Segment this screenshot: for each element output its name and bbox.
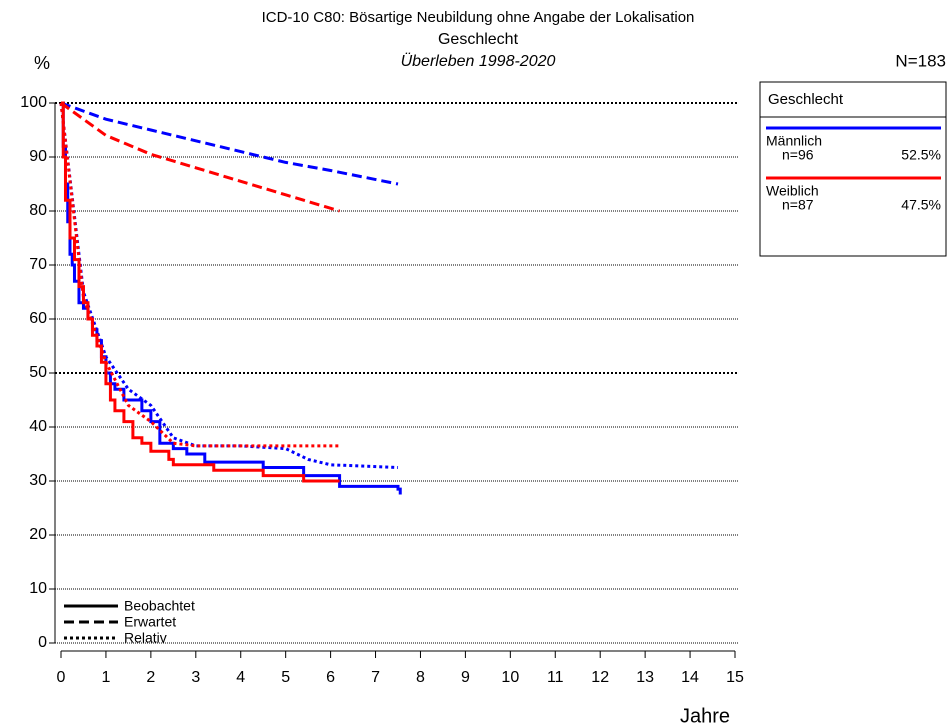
- x-tick-label: 12: [591, 669, 609, 686]
- x-tick-label: 10: [501, 669, 519, 686]
- style-label: Erwartet: [124, 614, 176, 630]
- y-tick-label: 0: [38, 634, 47, 651]
- legend-label: Weiblich: [766, 183, 819, 199]
- y-tick-label: 30: [29, 472, 47, 489]
- style-label: Beobachtet: [124, 598, 195, 614]
- x-tick-label: 2: [146, 669, 155, 686]
- y-tick-label: 60: [29, 310, 47, 327]
- x-axis-label: Jahre: [680, 705, 730, 727]
- x-tick-label: 4: [236, 669, 245, 686]
- y-tick-label: 50: [29, 364, 47, 381]
- chart-subtitle: Geschlecht: [438, 31, 519, 48]
- x-tick-label: 3: [191, 669, 200, 686]
- legend-share: 47.5%: [901, 197, 941, 213]
- x-tick-label: 11: [547, 669, 564, 686]
- legend-count: n=96: [782, 147, 814, 163]
- style-label: Relativ: [124, 630, 167, 646]
- legend-box: [759, 81, 947, 257]
- y-tick-label: 40: [29, 418, 47, 435]
- y-tick-label: 100: [20, 94, 47, 111]
- n-label: N=183: [895, 51, 946, 70]
- y-tick-label: 20: [29, 526, 47, 543]
- y-tick-label: 80: [29, 202, 47, 219]
- survival-curve: [61, 101, 340, 483]
- x-tick-label: 9: [461, 669, 470, 686]
- chart-subtitle: Überleben 1998-2020: [401, 52, 556, 70]
- x-tick-label: 5: [281, 669, 290, 686]
- chart-title: ICD-10 C80: Bösartige Neubildung ohne An…: [262, 9, 695, 26]
- x-tick-label: 13: [636, 669, 654, 686]
- survival-curve: [59, 102, 399, 469]
- survival-curve: [60, 101, 341, 213]
- x-tick-label: 15: [726, 669, 744, 686]
- x-tick-label: 14: [681, 669, 699, 686]
- y-tick-label: 10: [29, 580, 47, 597]
- legend-share: 52.5%: [901, 147, 941, 163]
- y-tick-label: 70: [29, 256, 47, 273]
- x-tick-label: 1: [101, 669, 110, 686]
- survival-curve: [59, 102, 340, 448]
- x-tick-label: 8: [416, 669, 425, 686]
- x-tick-label: 7: [371, 669, 380, 686]
- survival-curve: [60, 101, 399, 186]
- legend-title: Geschlecht: [768, 91, 844, 108]
- survival-curve: [61, 101, 402, 495]
- legend-label: Männlich: [766, 133, 822, 149]
- x-tick-label: 6: [326, 669, 335, 686]
- y-axis-label: %: [34, 53, 50, 73]
- y-tick-label: 90: [29, 148, 47, 165]
- x-tick-label: 0: [57, 669, 66, 686]
- legend-count: n=87: [782, 197, 814, 213]
